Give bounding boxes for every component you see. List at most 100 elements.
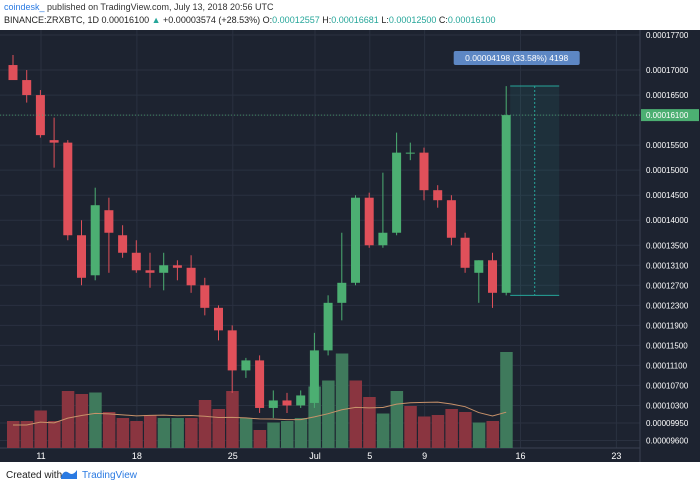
candle-body [200,285,210,308]
candle-body [255,360,265,408]
volume-bar [75,394,88,448]
y-tick-label: 0.00010300 [646,401,689,410]
volume-bar [89,392,102,448]
volume-bar [363,397,376,448]
y-tick-label: 0.00015500 [646,141,689,150]
volume-bar [445,409,458,448]
y-tick-label: 0.00012300 [646,301,689,310]
volume-bar [34,410,47,448]
y-tick-label: 0.00017700 [646,31,689,40]
low-label: L: [381,15,389,25]
current-price-label: 0.00016100 [646,111,689,120]
y-tick-label: 0.00011500 [646,341,688,350]
candle-body [104,210,114,233]
y-tick-label: 0.00010700 [646,381,689,390]
candle-body [227,330,237,371]
author-link[interactable]: coindesk_ [4,2,45,12]
x-tick-label: Jul [309,451,321,461]
chart-header: coindesk_ published on TradingView.com, … [0,0,700,30]
candle-body [22,80,32,96]
volume-bar [116,418,130,448]
y-tick-label: 0.00009600 [646,436,689,445]
volume-bar [157,418,171,448]
volume-bar [144,415,157,448]
candle-body [392,152,402,233]
volume-ma-line [13,401,507,426]
candle-body [241,360,251,371]
candle-body [186,267,196,286]
candle-body [268,400,278,408]
candle-body [145,270,155,273]
candle-body [460,237,470,268]
volume-bar [226,391,239,448]
x-tick-label: 16 [515,451,525,461]
volume-bar [376,413,390,448]
candle-body [282,400,292,406]
volume-bar [390,391,404,448]
candle-body [337,282,347,303]
measure-label: 0.00004198 (33.58%) 4198 [465,53,568,63]
volume-bar [281,421,294,448]
close-value: 0.00016100 [447,15,496,25]
volume-bar [418,416,431,448]
x-tick-label: 5 [367,451,372,461]
x-tick-label: 9 [422,451,427,461]
volume-bar [20,421,34,448]
volume-bar [404,406,417,448]
current-price-badge [641,109,699,122]
candle-body [8,65,18,81]
symbol-line: BINANCE:ZRXBTC, 1D 0.00016100 ▲ +0.00003… [4,15,495,25]
volume-bar [198,400,212,448]
candle-body [378,232,388,246]
volume-bar [500,352,513,448]
volume-bar [130,421,143,448]
x-tick-label: 25 [228,451,238,461]
candle-body [131,252,141,271]
y-tick-label: 0.00013100 [646,261,689,270]
candle-body [323,302,333,351]
created-with-label: Created with [6,470,63,481]
y-tick-label: 0.00015000 [646,166,689,175]
volume-bar [102,412,116,448]
volume-bar [335,353,349,448]
open-value: 0.00012557 [272,15,320,25]
open-label: O: [262,15,273,25]
candle-body [364,197,374,246]
candle-body [214,307,223,331]
candle-body [501,115,511,293]
candle-body [63,142,73,236]
volume-bar [459,412,472,448]
y-tick-label: 0.00016500 [646,91,689,100]
volume-bar [431,415,445,448]
candlestick-chart[interactable]: 0.00017700 0.00017000 0.00016500 0.00016100… [0,30,700,462]
y-tick-label: 0.00009950 [646,419,689,428]
chart-area[interactable]: 0.00017700 0.00017000 0.00016500 0.00016100… [0,30,700,462]
volume-bar [212,409,225,448]
volume-bar [472,422,486,448]
candle-body [77,235,86,278]
volume-bar [7,421,20,448]
volume-bar [486,421,499,448]
tradingview-link[interactable]: TradingView [82,470,138,481]
volume-bar [253,430,267,448]
volume-bar [322,380,335,448]
y-tick-label: 0.00011900 [646,321,688,330]
candle-body [159,265,169,273]
candle-body [90,205,100,276]
x-tick-label: 23 [611,451,621,461]
volume-bar [239,418,253,448]
chart-footer: Created with TradingView [0,462,700,488]
y-tick-label: 0.00013500 [646,241,689,250]
symbol-label: BINANCE:ZRXBTC, 1D [4,15,100,25]
volume-bar [294,418,308,448]
price-change: +0.00003574 (+28.53%) [163,15,261,25]
volume-bar [171,418,184,448]
tradingview-logo-icon[interactable] [60,467,78,481]
up-arrow-icon: ▲ [151,15,161,25]
close-label: C: [438,15,448,25]
measure-label-box [453,51,580,65]
candle-body [309,350,319,403]
x-tick-label: 18 [132,451,142,461]
x-tick-label: 11 [36,451,45,461]
volume-bar [61,391,75,448]
